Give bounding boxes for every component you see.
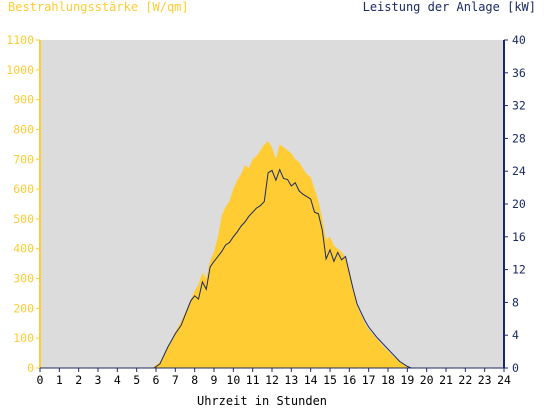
right-tick-label: 36: [512, 66, 526, 80]
right-tick-label: 40: [512, 33, 526, 47]
x-tick-label: 13: [284, 373, 298, 387]
x-tick-label: 24: [497, 373, 511, 387]
x-tick-label: 3: [95, 373, 102, 387]
x-tick-label: 18: [381, 373, 395, 387]
left-tick-label: 800: [13, 122, 34, 136]
x-tick-label: 2: [75, 373, 82, 387]
left-tick-label: 1100: [6, 33, 34, 47]
x-tick-label: 15: [323, 373, 337, 387]
x-tick-label: 10: [226, 373, 240, 387]
left-tick-label: 100: [13, 331, 34, 345]
left-tick-label: 700: [13, 152, 34, 166]
power-line: [40, 168, 504, 369]
x-axis-title: Uhrzeit in Stunden: [197, 394, 327, 408]
x-tick-label: 19: [400, 373, 414, 387]
x-tick-label: 12: [265, 373, 279, 387]
left-tick-label: 200: [13, 301, 34, 315]
x-tick-label: 16: [342, 373, 356, 387]
right-tick-label: 24: [512, 164, 526, 178]
right-tick-label: 20: [512, 197, 526, 211]
x-axis-ticks: 0 1 2 3 4 5 6 7 8 9 10 11 12 13 14 15 16 17 18 19 20 21 22 23 24: [37, 368, 511, 387]
x-tick-label: 8: [191, 373, 198, 387]
irradiance-area: [40, 141, 504, 368]
x-tick-label: 11: [246, 373, 260, 387]
x-tick-label: 9: [211, 373, 218, 387]
right-tick-label: 16: [512, 230, 526, 244]
x-tick-label: 22: [458, 373, 472, 387]
x-tick-label: 23: [478, 373, 492, 387]
right-axis-ticks: 0 4 8 12 16 20 24 28 32 36 40: [504, 33, 526, 375]
right-tick-label: 0: [512, 361, 519, 375]
left-tick-label: 500: [13, 212, 34, 226]
x-tick-label: 21: [439, 373, 453, 387]
x-tick-label: 4: [114, 373, 121, 387]
x-tick-label: 7: [172, 373, 179, 387]
right-tick-label: 32: [512, 99, 526, 113]
left-axis-ticks: 0 100 200 300 400 500 600 700 800 900 1000 1100: [6, 33, 40, 375]
right-tick-label: 4: [512, 328, 519, 342]
x-tick-label: 6: [153, 373, 160, 387]
x-tick-label: 14: [304, 373, 318, 387]
x-tick-label: 20: [420, 373, 434, 387]
right-tick-label: 8: [512, 295, 519, 309]
right-tick-label: 28: [512, 131, 526, 145]
x-tick-label: 1: [56, 373, 63, 387]
left-axis-title: Bestrahlungsstärke [W/qm]: [8, 0, 189, 14]
x-tick-label: 17: [362, 373, 376, 387]
x-tick-label: 5: [133, 373, 140, 387]
left-tick-label: 1000: [6, 63, 34, 77]
left-tick-label: 600: [13, 182, 34, 196]
left-tick-label: 900: [13, 93, 34, 107]
right-tick-label: 12: [512, 263, 526, 277]
left-tick-label: 400: [13, 242, 34, 256]
left-tick-label: 300: [13, 272, 34, 286]
x-tick-label: 0: [37, 373, 44, 387]
right-axis-title: Leistung der Anlage [kW]: [363, 0, 536, 14]
left-tick-label: 0: [27, 361, 34, 375]
